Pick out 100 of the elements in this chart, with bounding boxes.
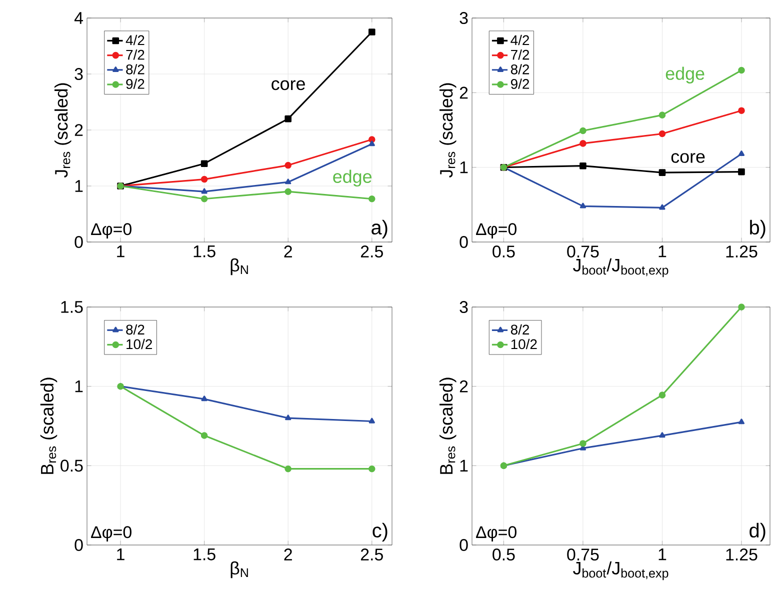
point xyxy=(200,160,208,168)
legend-label: 4/2 xyxy=(126,34,144,46)
point xyxy=(368,418,375,424)
y-tick-label: 1 xyxy=(460,162,468,174)
point xyxy=(659,432,666,438)
point xyxy=(368,465,376,472)
point xyxy=(284,188,292,196)
annotation: edge xyxy=(666,66,704,84)
point xyxy=(738,168,745,176)
point xyxy=(580,127,586,134)
legend-label: 9/2 xyxy=(126,78,144,89)
legend-label: 8/2 xyxy=(126,64,144,74)
y-tick-label: 2 xyxy=(74,124,83,136)
y-tick-label: 1 xyxy=(75,180,83,192)
point xyxy=(659,204,666,210)
point xyxy=(284,162,292,169)
legend-label: 10/2 xyxy=(126,338,152,350)
y-tick-label: 3 xyxy=(460,301,468,314)
annotation: c) xyxy=(372,522,388,542)
y-axis-title: J$_{res}$ (scaled) xyxy=(440,83,456,178)
point xyxy=(201,188,208,194)
y-tick-label: 0.5 xyxy=(60,460,83,472)
y-tick-label: 4 xyxy=(74,12,83,24)
annotation: Δφ=0 xyxy=(476,223,516,238)
y-tick-label: 0 xyxy=(74,539,83,552)
point xyxy=(201,396,208,402)
annotation: core xyxy=(272,80,305,90)
y-axis-title: B$_{res}$ (scaled) xyxy=(40,378,58,474)
x-tick-label: 1 xyxy=(117,246,124,258)
point xyxy=(738,418,745,424)
point xyxy=(580,162,586,170)
annotation: Δφ=0 xyxy=(91,526,132,542)
point xyxy=(285,414,292,420)
x-tick-label: 0.75 xyxy=(567,548,599,561)
point xyxy=(580,202,586,208)
legend-label: 7/2 xyxy=(126,50,144,60)
y-tick-label: 1 xyxy=(75,380,83,392)
y-tick-label: 3 xyxy=(460,12,468,24)
x-axis-title: J$_{boot}$/J$_{boot,exp}$ xyxy=(573,258,668,278)
x-tick-label: 2 xyxy=(284,548,292,560)
x-axis-title: β$_{N}$ xyxy=(230,561,248,578)
legend-label: 7/2 xyxy=(511,49,530,60)
x-tick-label: 1.25 xyxy=(726,548,758,561)
point xyxy=(580,140,586,147)
y-tick-label: 2 xyxy=(460,86,468,99)
y-tick-label: 1.5 xyxy=(61,301,83,313)
x-tick-label: 1.5 xyxy=(194,548,216,560)
point xyxy=(738,150,745,156)
point xyxy=(738,304,745,310)
point xyxy=(658,392,666,398)
annotation: d) xyxy=(750,522,766,542)
y-tick-label: 0 xyxy=(460,236,468,248)
y-tick-label: 2 xyxy=(460,380,468,392)
x-tick-label: 0.5 xyxy=(492,246,515,258)
legend-label: 10/2 xyxy=(511,338,537,350)
point xyxy=(658,169,666,176)
y-tick-label: 0 xyxy=(74,236,83,248)
x-tick-label: 1.25 xyxy=(726,246,758,258)
x-tick-label: 2.5 xyxy=(360,246,383,258)
point xyxy=(368,195,376,202)
annotation: b) xyxy=(750,220,766,238)
x-tick-label: 1 xyxy=(658,246,666,258)
point xyxy=(200,195,208,202)
x-tick-label: 1 xyxy=(658,548,666,560)
annotation: edge xyxy=(333,170,372,187)
point xyxy=(200,432,208,439)
point xyxy=(200,176,208,183)
point xyxy=(580,440,586,447)
point xyxy=(658,112,666,118)
x-axis-title: J$_{boot}$/J$_{boot,exp}$ xyxy=(573,561,668,580)
y-axis-title: B$_{res}$ (scaled) xyxy=(440,378,456,474)
legend-label: 9/2 xyxy=(510,78,530,89)
x-tick-label: 2 xyxy=(284,246,292,258)
annotation: Δφ=0 xyxy=(476,526,516,542)
annotation: core xyxy=(671,153,705,163)
legend-label: 8/2 xyxy=(510,324,530,335)
legend-label: 4/2 xyxy=(510,34,530,46)
point xyxy=(284,465,292,472)
x-tick-label: 2.5 xyxy=(360,548,383,561)
point xyxy=(284,115,292,122)
legend-label: 8/2 xyxy=(510,64,530,74)
x-tick-label: 0.5 xyxy=(492,548,515,561)
point xyxy=(738,107,745,114)
point xyxy=(285,178,292,184)
y-tick-label: 0 xyxy=(460,539,468,552)
x-tick-label: 1.5 xyxy=(194,246,216,258)
y-tick-label: 1 xyxy=(460,460,468,472)
point xyxy=(368,28,376,36)
annotation: Δφ=0 xyxy=(91,223,132,238)
y-axis-title: J$_{res}$ (scaled) xyxy=(54,83,72,178)
point xyxy=(368,140,375,146)
x-tick-label: 0.75 xyxy=(567,246,599,258)
legend-label: 8/2 xyxy=(126,324,144,335)
x-axis-title: β$_{N}$ xyxy=(230,258,248,276)
x-tick-label: 1 xyxy=(117,548,124,560)
y-tick-label: 3 xyxy=(74,68,83,80)
point xyxy=(738,66,745,74)
annotation: a) xyxy=(372,220,388,238)
point xyxy=(658,130,666,138)
point xyxy=(368,136,376,143)
